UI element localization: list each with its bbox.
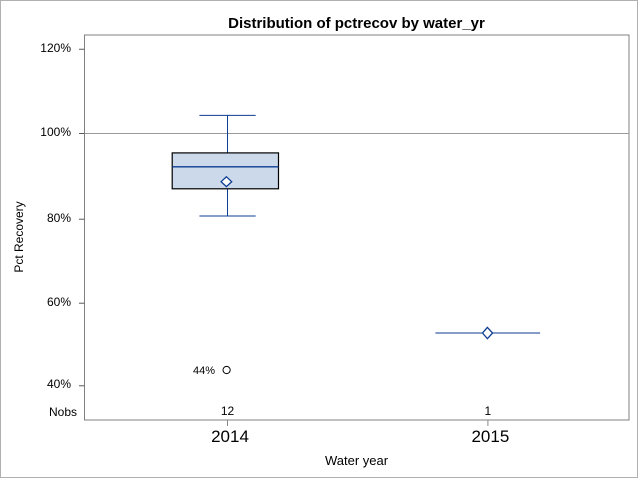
svg-text:44%: 44%: [193, 365, 215, 377]
